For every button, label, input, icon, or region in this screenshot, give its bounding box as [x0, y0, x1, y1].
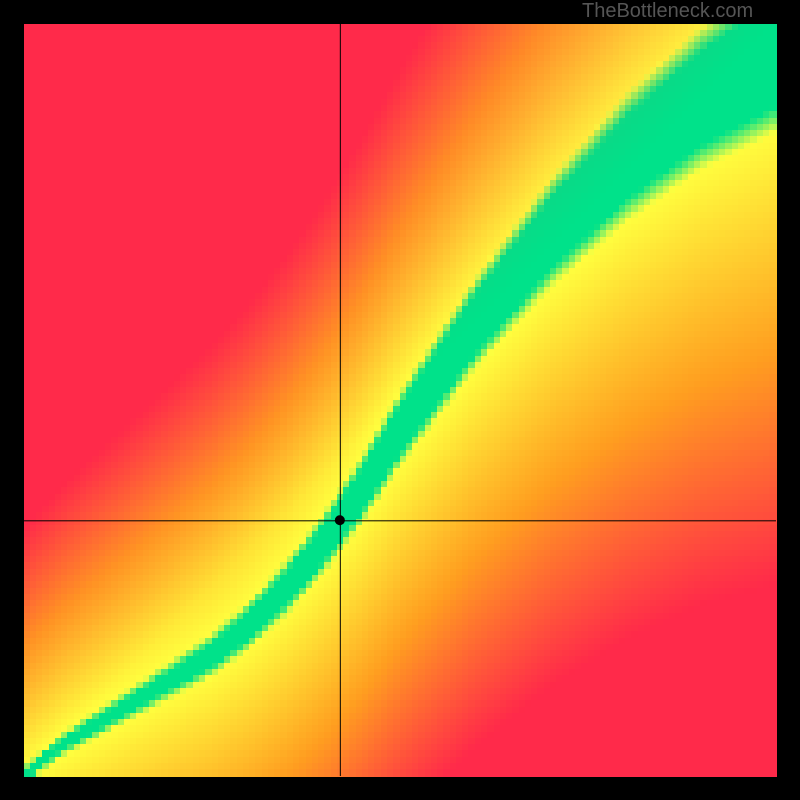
chart-container: TheBottleneck.com [0, 0, 800, 800]
bottleneck-heatmap [0, 0, 800, 800]
watermark-text: TheBottleneck.com [582, 0, 753, 23]
